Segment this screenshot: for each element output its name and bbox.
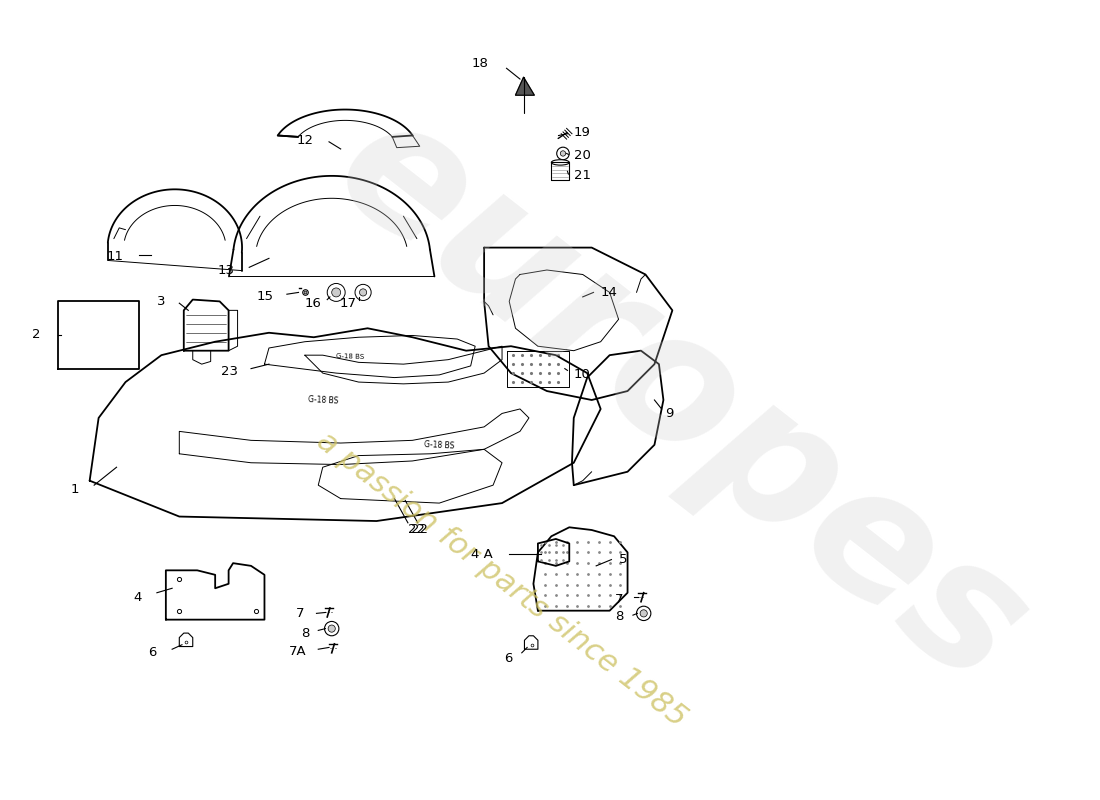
Text: G-18 BS: G-18 BS: [336, 354, 364, 361]
Circle shape: [640, 610, 647, 617]
Text: 8: 8: [301, 626, 309, 639]
Text: 17: 17: [340, 297, 356, 310]
Circle shape: [560, 150, 565, 156]
Circle shape: [332, 288, 341, 297]
Text: 6: 6: [505, 652, 513, 665]
Polygon shape: [516, 78, 535, 95]
Text: 14: 14: [601, 286, 617, 299]
Text: 2: 2: [32, 328, 41, 341]
Text: 15: 15: [256, 290, 274, 303]
Circle shape: [327, 283, 345, 302]
Text: 23: 23: [221, 365, 238, 378]
Text: a passion for parts since 1985: a passion for parts since 1985: [311, 426, 693, 733]
Text: 12: 12: [297, 134, 313, 146]
Text: 22: 22: [408, 523, 425, 537]
Circle shape: [324, 622, 339, 636]
Text: 21: 21: [574, 170, 591, 182]
Text: 1: 1: [70, 483, 79, 496]
Text: 13: 13: [218, 263, 235, 277]
Text: 4 A: 4 A: [471, 548, 493, 561]
Circle shape: [637, 606, 651, 621]
Text: 4: 4: [133, 590, 142, 604]
Text: 18: 18: [472, 58, 488, 70]
Circle shape: [328, 625, 336, 632]
Text: 7A: 7A: [289, 645, 307, 658]
Circle shape: [360, 289, 366, 296]
Text: 19: 19: [574, 126, 591, 139]
Text: 7: 7: [615, 593, 623, 606]
Ellipse shape: [551, 160, 570, 165]
Text: 11: 11: [107, 250, 123, 263]
Text: 16: 16: [304, 297, 321, 310]
Text: 8: 8: [615, 610, 623, 623]
Text: 5: 5: [618, 553, 627, 566]
Text: G-18 BS: G-18 BS: [424, 439, 454, 450]
Text: 3: 3: [157, 295, 166, 308]
Text: G-18 BS: G-18 BS: [307, 394, 338, 406]
Circle shape: [557, 147, 570, 160]
Text: 9: 9: [666, 407, 673, 420]
Text: 6: 6: [148, 646, 157, 659]
Text: 20: 20: [574, 149, 591, 162]
Text: 7: 7: [296, 607, 305, 620]
Circle shape: [355, 284, 371, 301]
Text: 22: 22: [410, 523, 428, 537]
Text: europes: europes: [302, 78, 1059, 722]
Text: 10: 10: [574, 368, 591, 382]
